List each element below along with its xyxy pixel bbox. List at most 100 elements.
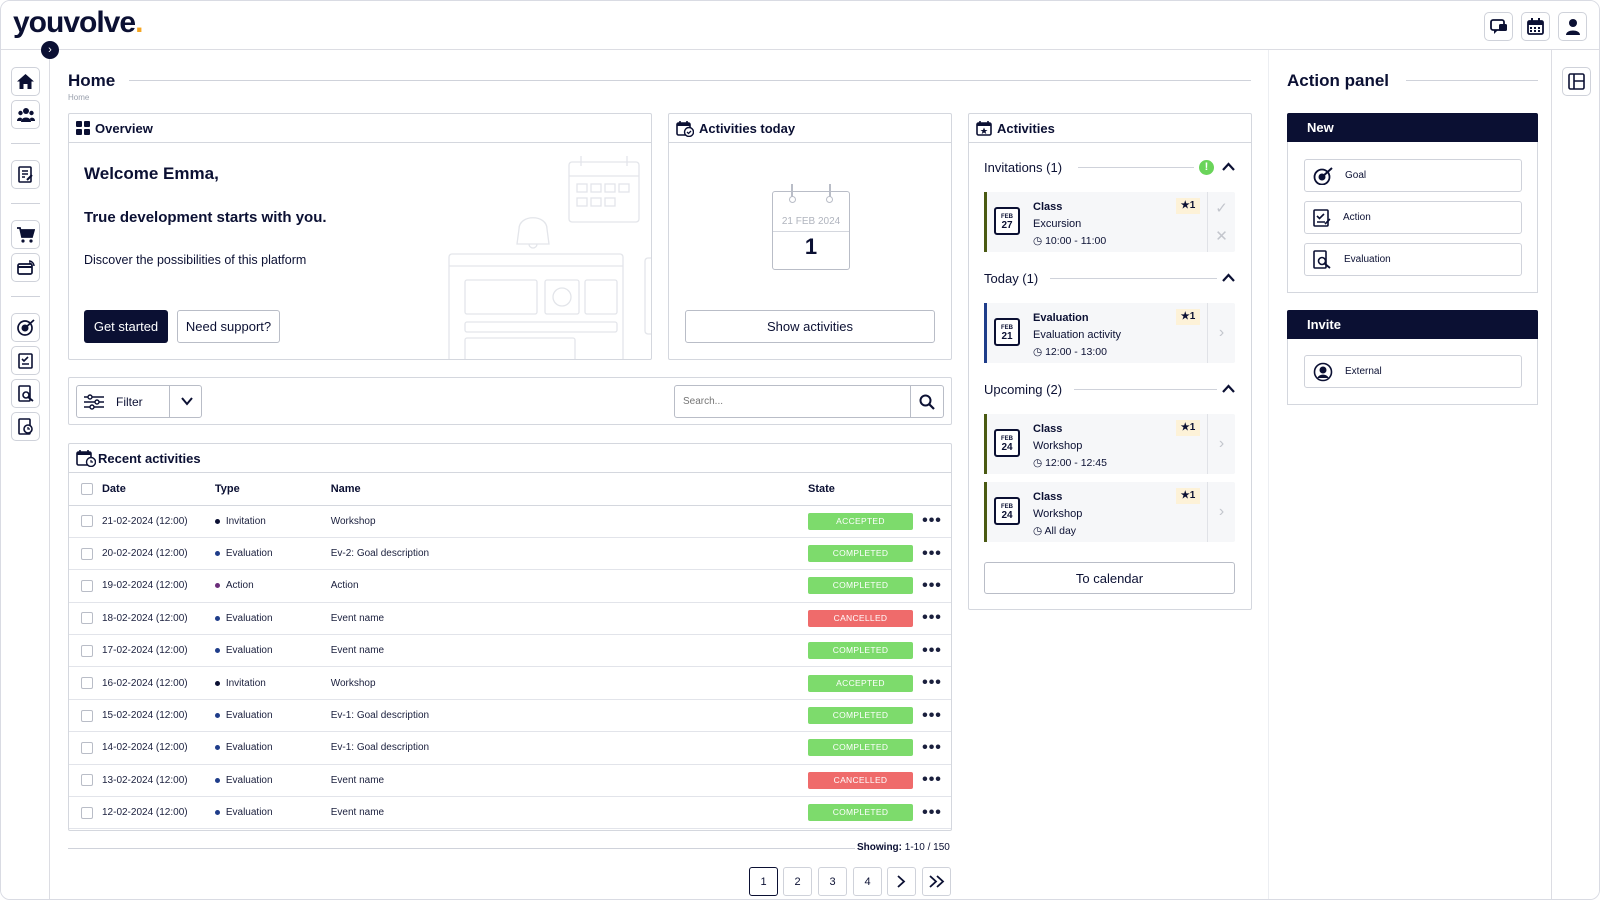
filter-button[interactable]: Filter [76, 385, 202, 418]
search-input[interactable] [675, 386, 910, 417]
sidebar-item-actions[interactable] [11, 346, 40, 375]
new-goal-button[interactable]: Goal [1304, 159, 1522, 192]
overview-card: Overview Welcome Emma, True development … [68, 113, 652, 360]
row-checkbox[interactable] [81, 547, 93, 560]
row-checkbox[interactable] [81, 579, 93, 592]
chevron-right-icon[interactable]: › [1218, 324, 1225, 341]
status-badge: COMPLETED [808, 642, 913, 660]
activity-item[interactable]: FEB 24 Class Workshop ◷ 12:00 - 12:45 ★1 › [984, 414, 1235, 474]
column-header-state[interactable]: State [808, 473, 913, 506]
row-name: Workshop [330, 666, 808, 700]
activity-month: FEB [1001, 436, 1013, 442]
to-calendar-button[interactable]: To calendar [984, 562, 1235, 594]
layout-toggle-button[interactable] [1562, 67, 1591, 96]
calendar-icon [1527, 18, 1544, 35]
profile-button[interactable] [1558, 12, 1587, 41]
table-row[interactable]: 18-02-2024 (12:00) Evaluation Event name CA… [69, 602, 951, 636]
table-row[interactable]: 12-02-2024 (12:00) Evaluation Event name CO… [69, 796, 951, 830]
logo[interactable]: youvolve. [13, 6, 143, 39]
table-row[interactable]: 14-02-2024 (12:00) Evaluation Ev-1: Goal d… [69, 731, 951, 765]
more-options-icon[interactable]: ••• [922, 544, 942, 562]
new-action-label: Action [1343, 212, 1371, 223]
new-evaluation-button[interactable]: Evaluation [1304, 243, 1522, 276]
page-button-1[interactable]: 1 [749, 867, 778, 896]
page-button-3[interactable]: 3 [818, 867, 847, 896]
show-activities-button[interactable]: Show activities [685, 310, 935, 343]
chevron-right-icon[interactable]: › [1218, 503, 1225, 520]
activity-subtitle: Workshop [1033, 508, 1083, 520]
column-header-name[interactable]: Name [330, 473, 808, 506]
invite-external-button[interactable]: External [1304, 355, 1522, 388]
table-row[interactable]: 21-02-2024 (12:00) Invitation Workshop ACCE… [69, 505, 951, 538]
table-row[interactable]: 19-02-2024 (12:00) Action Action COMPLETED •… [69, 569, 951, 603]
invitations-section-header[interactable]: Invitations (1) [984, 160, 1062, 175]
chevron-up-icon[interactable] [1222, 384, 1235, 394]
sidebar-item-home[interactable] [11, 67, 40, 96]
new-section: Goal Action Evaluation [1287, 142, 1538, 293]
calendar-button[interactable] [1521, 12, 1550, 41]
chevron-up-icon[interactable] [1222, 273, 1235, 283]
more-options-icon[interactable]: ••• [922, 803, 942, 821]
activity-item[interactable]: FEB 21 Evaluation Evaluation activity ◷ 12:0… [984, 303, 1235, 363]
more-options-icon[interactable]: ••• [922, 771, 942, 789]
table-row[interactable]: 20-02-2024 (12:00) Evaluation Ev-2: Goal d… [69, 537, 951, 571]
table-row[interactable]: 16-02-2024 (12:00) Invitation Workshop ACCE… [69, 666, 951, 700]
sidebar-item-evaluations[interactable] [11, 379, 40, 408]
today-section-header[interactable]: Today (1) [984, 271, 1038, 286]
activity-item[interactable]: FEB 27 Class Excursion ◷ 10:00 - 11:00 ★1 ✓ ✕ [984, 192, 1235, 252]
activity-day: 27 [1001, 220, 1013, 231]
sidebar-item-reports[interactable] [11, 412, 40, 441]
search-button[interactable] [910, 386, 943, 417]
page-button-4[interactable]: 4 [853, 867, 882, 896]
sidebar-item-community[interactable] [11, 100, 40, 129]
decline-x-icon[interactable]: ✕ [1215, 228, 1228, 245]
table-row[interactable]: 17-02-2024 (12:00) Evaluation Event name CO… [69, 634, 951, 668]
star-count: 1 [1189, 200, 1196, 211]
row-checkbox[interactable] [81, 774, 93, 787]
activity-item[interactable]: FEB 24 Class Workshop ◷ All day ★1 › [984, 482, 1235, 542]
sidebar-item-shop[interactable] [11, 220, 40, 249]
chevron-right-icon[interactable]: › [1218, 435, 1225, 452]
more-options-icon[interactable]: ••• [922, 512, 942, 530]
type-dot [214, 550, 220, 556]
row-checkbox[interactable] [81, 806, 93, 819]
column-header-date[interactable]: Date [101, 473, 215, 506]
sidebar-item-notes[interactable] [11, 160, 40, 189]
last-page-button[interactable] [922, 867, 951, 896]
more-options-icon[interactable]: ••• [922, 609, 942, 627]
get-started-button[interactable]: Get started [84, 310, 168, 343]
more-options-icon[interactable]: ••• [922, 706, 942, 724]
more-options-icon[interactable]: ••• [922, 674, 942, 692]
select-all-checkbox[interactable] [81, 482, 93, 495]
row-state: COMPLETED [808, 537, 913, 571]
sidebar-item-goals[interactable] [11, 313, 40, 342]
row-checkbox[interactable] [81, 677, 93, 690]
row-checkbox[interactable] [81, 741, 93, 754]
chevron-up-icon[interactable] [1222, 162, 1235, 172]
column-header-type[interactable]: Type [214, 473, 331, 506]
sidebar-toggle-button[interactable]: › [41, 41, 59, 59]
credit-card-icon [16, 260, 35, 275]
upcoming-section-header[interactable]: Upcoming (2) [984, 382, 1062, 397]
breadcrumb[interactable]: Home [68, 93, 90, 102]
row-name: Ev-1: Goal description [330, 699, 808, 733]
calendar-clock-icon [76, 450, 96, 467]
row-checkbox[interactable] [81, 612, 93, 625]
activity-time-label: 10:00 - 11:00 [1045, 235, 1107, 247]
sidebar-item-payments[interactable] [11, 253, 40, 282]
more-options-icon[interactable]: ••• [922, 576, 942, 594]
new-action-button[interactable]: Action [1304, 201, 1522, 234]
more-options-icon[interactable]: ••• [922, 738, 942, 756]
accept-check-icon[interactable]: ✓ [1215, 200, 1228, 217]
row-checkbox[interactable] [81, 515, 93, 528]
page-button-2[interactable]: 2 [783, 867, 812, 896]
more-options-icon[interactable]: ••• [922, 641, 942, 659]
row-type: Evaluation [214, 537, 331, 571]
need-support-button[interactable]: Need support? [177, 310, 280, 343]
table-row[interactable]: 13-02-2024 (12:00) Evaluation Event name CA… [69, 764, 951, 798]
chat-button[interactable] [1484, 12, 1513, 41]
row-checkbox[interactable] [81, 644, 93, 657]
next-page-button[interactable] [887, 867, 916, 896]
table-row[interactable]: 15-02-2024 (12:00) Evaluation Ev-1: Goal d… [69, 699, 951, 733]
row-checkbox[interactable] [81, 709, 93, 722]
